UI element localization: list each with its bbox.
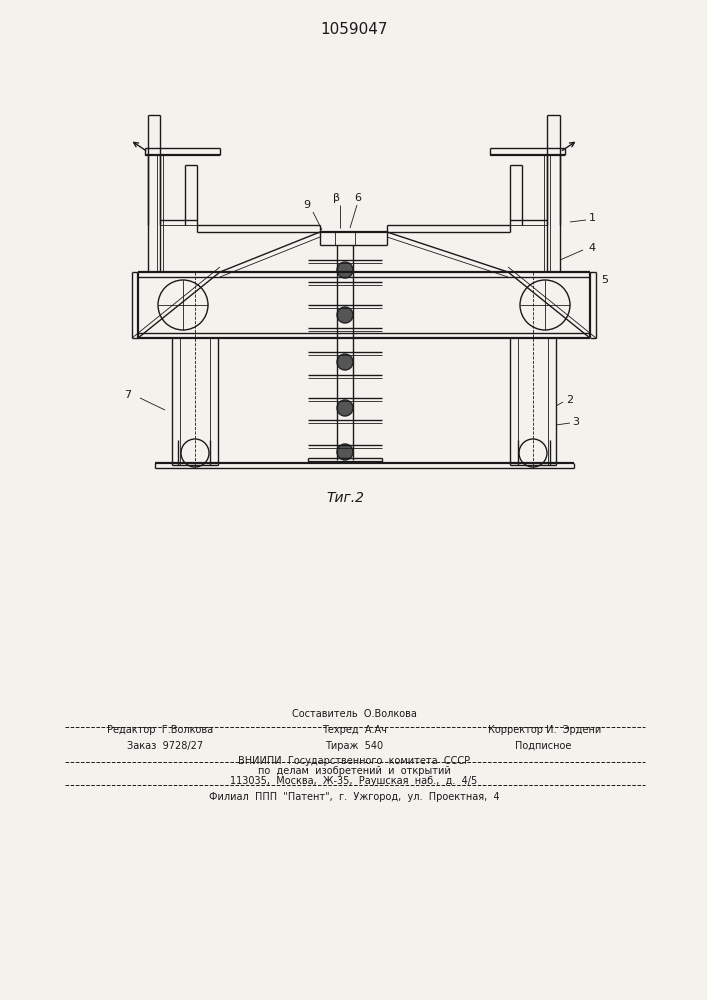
Text: 113035,  Москва,  Ж-35,  Раушская  наб.,  д.  4/5: 113035, Москва, Ж-35, Раушская наб., д. … xyxy=(230,776,478,786)
Text: Заказ  9728/27: Заказ 9728/27 xyxy=(127,741,203,751)
Text: Филиал  ППП  "Патент",  г.  Ужгород,  ул.  Проектная,  4: Филиал ППП "Патент", г. Ужгород, ул. Про… xyxy=(209,792,499,802)
Circle shape xyxy=(337,307,353,323)
Text: Составитель  О.Волкова: Составитель О.Волкова xyxy=(291,709,416,719)
Text: Корректор И.  Эрдени: Корректор И. Эрдени xyxy=(489,725,602,735)
Text: Τиг.2: Τиг.2 xyxy=(326,491,364,505)
Text: 7: 7 xyxy=(124,390,132,400)
Text: Техред  А.Ач: Техред А.Ач xyxy=(322,725,387,735)
Text: Тираж  540: Тираж 540 xyxy=(325,741,383,751)
Circle shape xyxy=(337,262,353,278)
Text: Редактор  Г.Волкова: Редактор Г.Волкова xyxy=(107,725,213,735)
Text: β: β xyxy=(334,193,341,203)
Text: 9: 9 xyxy=(303,200,310,210)
Text: 2: 2 xyxy=(566,395,573,405)
Text: 5: 5 xyxy=(602,275,609,285)
Circle shape xyxy=(337,354,353,370)
Text: по  делам  изобретений  и  открытий: по делам изобретений и открытий xyxy=(257,766,450,776)
Circle shape xyxy=(337,400,353,416)
Text: 3: 3 xyxy=(573,417,580,427)
Text: Подписное: Подписное xyxy=(515,741,571,751)
Text: 6: 6 xyxy=(354,193,361,203)
Text: 1059047: 1059047 xyxy=(320,22,387,37)
Circle shape xyxy=(337,444,353,460)
Text: 4: 4 xyxy=(588,243,595,253)
Text: 1: 1 xyxy=(588,213,595,223)
Text: ВНИИПИ  Государственного  комитета  СССР: ВНИИПИ Государственного комитета СССР xyxy=(238,756,470,766)
